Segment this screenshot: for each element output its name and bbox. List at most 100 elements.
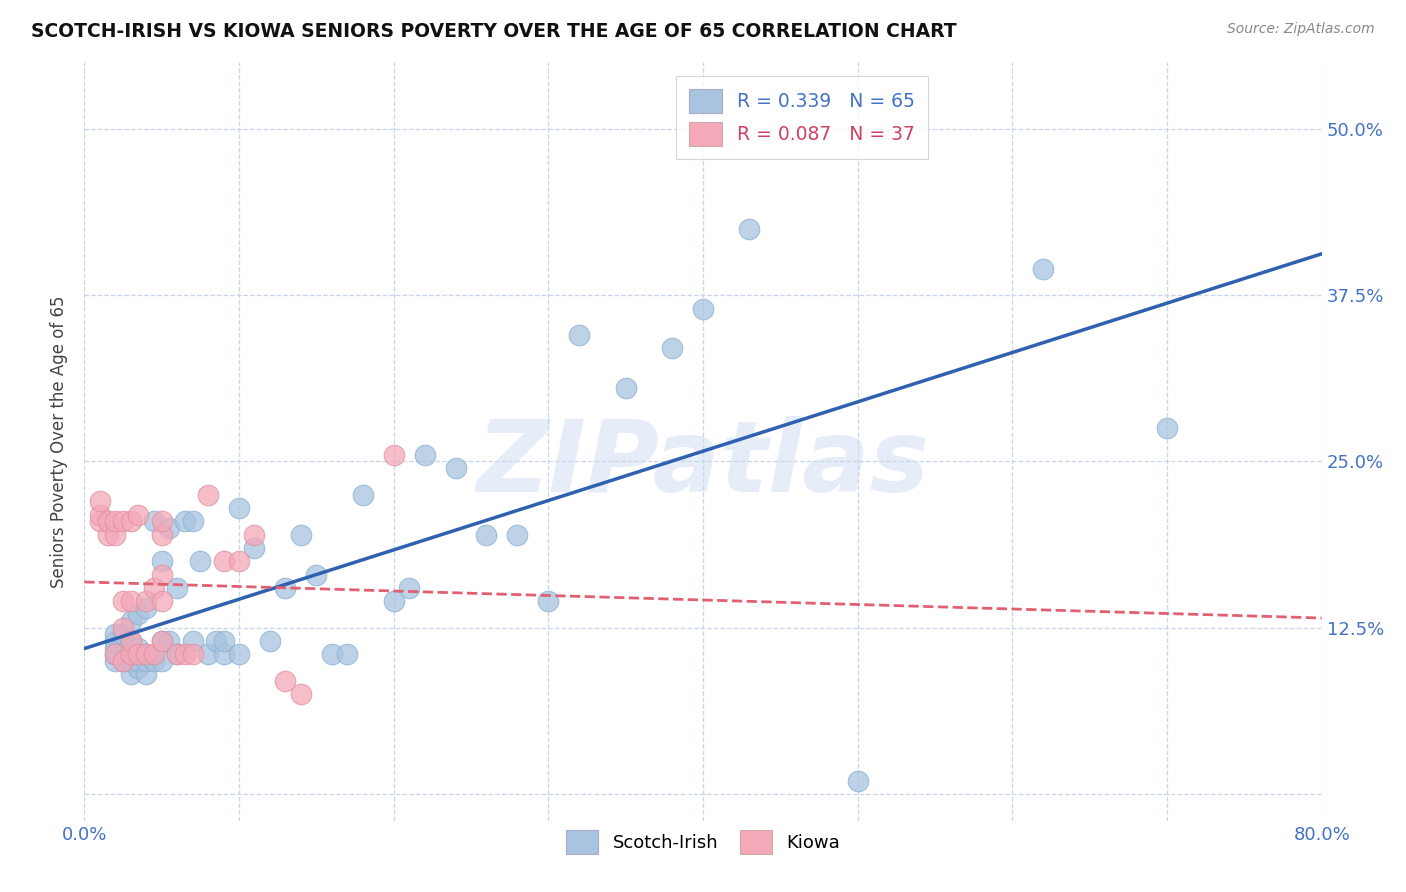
Text: Source: ZipAtlas.com: Source: ZipAtlas.com <box>1227 22 1375 37</box>
Point <box>197 648 219 662</box>
Text: ZIPatlas: ZIPatlas <box>477 416 929 513</box>
Point <box>112 654 135 668</box>
Point <box>127 607 149 622</box>
Point <box>96 514 118 528</box>
Point <box>143 581 166 595</box>
Point <box>104 527 127 541</box>
Point <box>112 627 135 641</box>
Point <box>104 648 127 662</box>
Point <box>413 448 436 462</box>
Point <box>135 594 157 608</box>
Point <box>228 554 250 568</box>
Point <box>174 514 197 528</box>
Point <box>274 581 297 595</box>
Point <box>104 627 127 641</box>
Point <box>174 648 197 662</box>
Point <box>120 640 142 655</box>
Point <box>444 461 467 475</box>
Point <box>112 621 135 635</box>
Point <box>120 634 142 648</box>
Point <box>568 328 591 343</box>
Point <box>112 634 135 648</box>
Point <box>336 648 359 662</box>
Point <box>1156 421 1178 435</box>
Point <box>135 648 157 662</box>
Point <box>661 342 683 356</box>
Point <box>205 634 228 648</box>
Point <box>89 494 111 508</box>
Point <box>382 594 405 608</box>
Point <box>614 381 637 395</box>
Point <box>290 527 312 541</box>
Point <box>506 527 529 541</box>
Point <box>112 514 135 528</box>
Point <box>150 567 173 582</box>
Point <box>212 648 235 662</box>
Point <box>159 634 180 648</box>
Point <box>243 527 266 541</box>
Point <box>120 634 142 648</box>
Point <box>159 521 180 535</box>
Point <box>150 554 173 568</box>
Point <box>112 654 135 668</box>
Point <box>89 514 111 528</box>
Point <box>166 648 188 662</box>
Point <box>181 634 204 648</box>
Point <box>692 301 714 316</box>
Point <box>166 581 188 595</box>
Point <box>89 508 111 522</box>
Point <box>120 648 142 662</box>
Point <box>188 554 211 568</box>
Y-axis label: Seniors Poverty Over the Age of 65: Seniors Poverty Over the Age of 65 <box>51 295 69 588</box>
Point <box>143 654 166 668</box>
Point <box>127 654 149 668</box>
Point <box>150 654 173 668</box>
Point <box>135 600 157 615</box>
Point <box>382 448 405 462</box>
Point <box>127 648 149 662</box>
Point <box>475 527 498 541</box>
Point <box>143 648 166 662</box>
Point <box>127 640 149 655</box>
Point <box>143 514 166 528</box>
Point <box>104 634 127 648</box>
Point <box>181 514 204 528</box>
Point <box>127 661 149 675</box>
Point <box>120 514 142 528</box>
Point <box>738 221 761 235</box>
Point <box>181 648 204 662</box>
Point <box>120 667 142 681</box>
Point <box>96 527 118 541</box>
Point <box>120 614 142 628</box>
Point <box>120 594 142 608</box>
Point <box>150 634 173 648</box>
Point <box>150 594 173 608</box>
Point <box>104 514 127 528</box>
Point <box>212 554 235 568</box>
Point <box>321 648 343 662</box>
Point <box>166 648 188 662</box>
Point <box>243 541 266 555</box>
Point <box>135 667 157 681</box>
Point <box>120 648 142 662</box>
Point <box>135 654 157 668</box>
Point <box>120 654 142 668</box>
Point <box>398 581 420 595</box>
Point <box>537 594 560 608</box>
Point <box>352 488 374 502</box>
Point <box>228 501 250 516</box>
Point <box>212 634 235 648</box>
Point <box>274 673 297 688</box>
Legend: Scotch-Irish, Kiowa: Scotch-Irish, Kiowa <box>558 823 848 861</box>
Point <box>150 634 173 648</box>
Point <box>290 687 312 701</box>
Point <box>259 634 281 648</box>
Point <box>150 527 173 541</box>
Point <box>197 488 219 502</box>
Point <box>127 508 149 522</box>
Point <box>120 654 142 668</box>
Point <box>305 567 328 582</box>
Point <box>104 654 127 668</box>
Point <box>1032 261 1054 276</box>
Point <box>228 648 250 662</box>
